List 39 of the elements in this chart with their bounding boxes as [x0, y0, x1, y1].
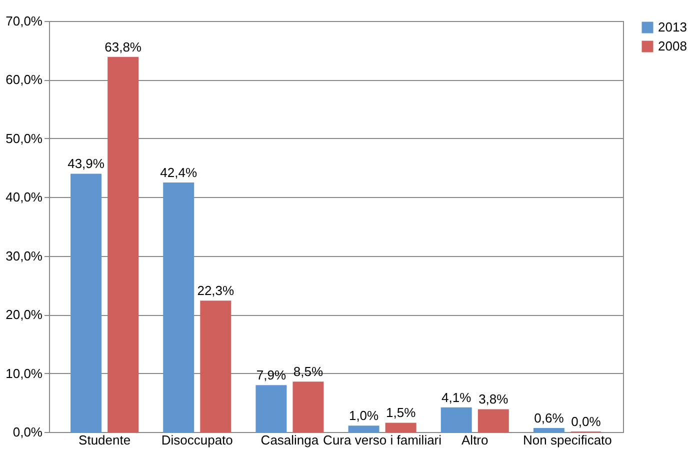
data-label: 43,9% — [68, 156, 105, 172]
y-tick-label: 50,0% — [6, 130, 43, 146]
bar — [200, 300, 232, 432]
data-label: 1,5% — [386, 405, 416, 420]
x-tick-label: Disoccupato — [161, 432, 233, 448]
x-tick-label: Cura verso i familiari — [323, 432, 442, 448]
data-label: 4,1% — [442, 390, 472, 405]
x-tick-label: Non specificato — [523, 432, 612, 448]
x-tick-label: Studente — [78, 432, 131, 448]
data-label: 22,3% — [197, 283, 235, 298]
y-tick-label: 20,0% — [6, 307, 43, 322]
data-label: 0,0% — [571, 414, 602, 429]
y-tick-label: 40,0% — [6, 190, 43, 205]
legend-label: 2008 — [658, 38, 687, 54]
y-tick-label: 0,0% — [12, 424, 43, 440]
data-label: 0,6% — [534, 410, 564, 426]
y-tick-label: 30,0% — [6, 248, 43, 264]
bar — [292, 382, 324, 432]
bar — [348, 426, 380, 432]
bar — [163, 182, 194, 432]
y-tick-label: 70,0% — [6, 14, 43, 28]
bar — [70, 174, 102, 432]
data-label: 3,8% — [478, 392, 509, 407]
y-tick-label: 60,0% — [6, 72, 43, 88]
data-label: 8,5% — [293, 364, 324, 380]
data-label: 63,8% — [104, 39, 142, 54]
bar — [478, 409, 509, 432]
x-tick-label: Casalinga — [260, 432, 320, 448]
bar — [440, 407, 472, 432]
data-label: 1,0% — [348, 408, 380, 424]
bar — [108, 56, 139, 432]
data-label: 7,9% — [256, 368, 286, 383]
bar — [256, 385, 287, 432]
bar — [533, 428, 564, 432]
legend-label: 2013 — [658, 20, 687, 34]
data-label: 42,4% — [160, 165, 198, 180]
bar — [385, 422, 416, 432]
y-tick-label: 10,0% — [6, 366, 43, 381]
x-tick-label: Altro — [462, 432, 488, 448]
